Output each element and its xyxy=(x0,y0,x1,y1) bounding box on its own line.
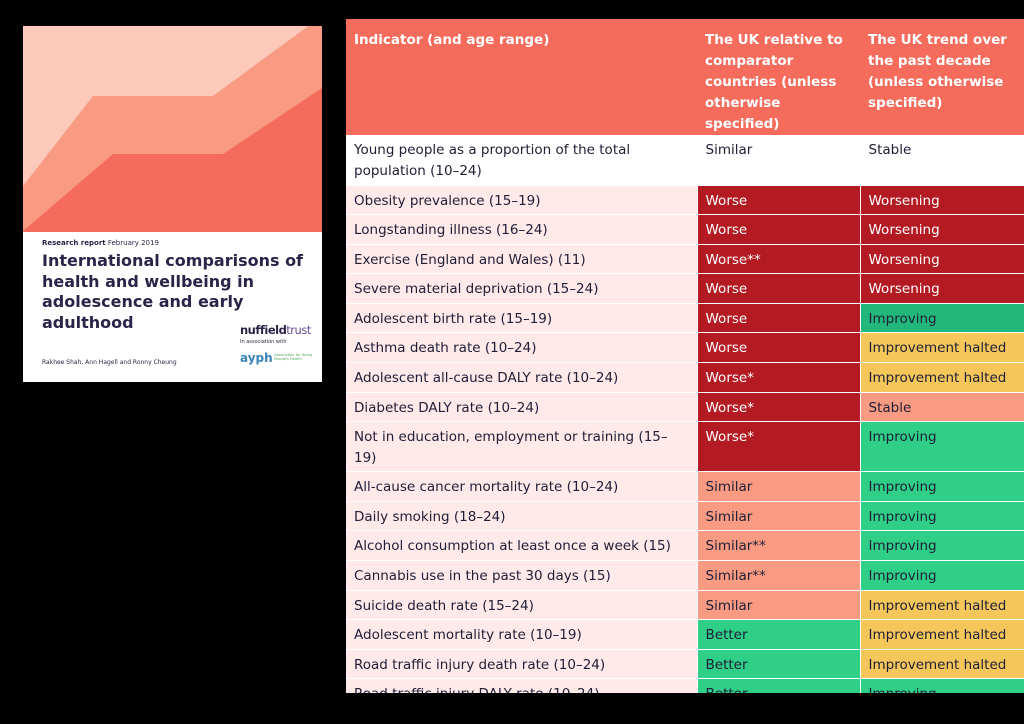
table-header-row: Indicator (and age range) The UK relativ… xyxy=(346,19,1024,135)
report-authors: Rakhee Shah, Ann Hagell and Ronny Cheung xyxy=(42,359,177,366)
indicator-cell: Adolescent mortality rate (10–19) xyxy=(346,619,697,650)
indicator-cell: Young people as a proportion of the tota… xyxy=(346,135,697,185)
relative-cell: Worse xyxy=(696,302,860,333)
header-indicator: Indicator (and age range) xyxy=(346,19,697,135)
table-row: Severe material deprivation (15–24) Worse… xyxy=(346,273,1024,304)
ayph-logo: ayph xyxy=(240,351,273,365)
indicator-table: Indicator (and age range) The UK relativ… xyxy=(346,19,1024,693)
trend-cell: Worsening xyxy=(859,243,1024,274)
relative-cell: Worse* xyxy=(696,391,860,422)
relative-cell: Similar** xyxy=(696,560,860,591)
table-row: Alcohol consumption at least once a week… xyxy=(346,530,1024,561)
logo-trust-part: trust xyxy=(286,323,311,337)
relative-cell: Similar xyxy=(696,135,860,185)
indicator-cell: Cannabis use in the past 30 days (15) xyxy=(346,560,697,591)
table-row: Daily smoking (18–24) Similar Improving xyxy=(346,500,1024,531)
trend-cell: Improvement halted xyxy=(859,648,1024,679)
relative-cell: Similar xyxy=(696,500,860,531)
trend-cell: Stable xyxy=(859,391,1024,422)
indicator-cell: Not in education, employment or training… xyxy=(346,421,697,472)
ayph-logo-tagline: Association for Young People's Health xyxy=(274,353,313,362)
table-row: Road traffic injury death rate (10–24) Be… xyxy=(346,648,1024,679)
indicator-cell: Adolescent all-cause DALY rate (10–24) xyxy=(346,362,697,393)
header-trend: The UK trend over the past decade (unles… xyxy=(860,19,1024,135)
relative-cell: Similar xyxy=(696,471,860,502)
indicator-cell: Asthma death rate (10–24) xyxy=(346,332,697,363)
trend-cell: Stable xyxy=(859,135,1024,185)
table-row: Longstanding illness (16–24) Worse Worseni… xyxy=(346,214,1024,245)
table-row: Cannabis use in the past 30 days (15) Sim… xyxy=(346,560,1024,591)
trend-cell: Worsening xyxy=(859,273,1024,304)
nuffield-trust-logo: nuffieldtrust xyxy=(240,323,311,337)
indicator-cell: Alcohol consumption at least once a week… xyxy=(346,530,697,561)
relative-cell: Better xyxy=(696,619,860,650)
trend-cell: Improving xyxy=(859,421,1024,472)
indicator-cell: Diabetes DALY rate (10–24) xyxy=(346,391,697,422)
relative-cell: Better xyxy=(696,678,860,693)
indicator-cell: Obesity prevalence (15–19) xyxy=(346,184,697,215)
association-note: In association with xyxy=(240,339,287,345)
table-row: Adolescent all-cause DALY rate (10–24) Wo… xyxy=(346,362,1024,393)
trend-cell: Improving xyxy=(859,471,1024,502)
table-row: Obesity prevalence (15–19) Worse Worsening xyxy=(346,184,1024,215)
relative-cell: Worse xyxy=(696,214,860,245)
indicator-cell: Daily smoking (18–24) xyxy=(346,500,697,531)
table-row: Asthma death rate (10–24) Worse Improvemen… xyxy=(346,332,1024,363)
relative-cell: Worse* xyxy=(696,362,860,393)
report-date: February 2019 xyxy=(107,239,159,247)
relative-cell: Worse* xyxy=(696,421,860,472)
logo-nuffield-part: nuffield xyxy=(240,323,287,337)
trend-cell: Worsening xyxy=(859,184,1024,215)
indicator-cell: All-cause cancer mortality rate (10–24) xyxy=(346,471,697,502)
report-type: Research report xyxy=(42,239,106,247)
cover-artwork xyxy=(23,26,322,232)
indicator-cell: Exercise (England and Wales) (11) xyxy=(346,243,697,274)
trend-cell: Improvement halted xyxy=(859,619,1024,650)
trend-cell: Improving xyxy=(859,302,1024,333)
indicator-cell: Severe material deprivation (15–24) xyxy=(346,273,697,304)
table-row: Diabetes DALY rate (10–24) Worse* Stable xyxy=(346,391,1024,422)
table-row: Not in education, employment or training… xyxy=(346,421,1024,472)
indicator-cell: Suicide death rate (15–24) xyxy=(346,589,697,620)
report-cover: Research report February 2019 Internatio… xyxy=(23,26,322,382)
table-row: Road traffic injury DALY rate (10–24)Bet… xyxy=(346,678,1024,693)
relative-cell: Similar xyxy=(696,589,860,620)
table-row: Suicide death rate (15–24) Similar Improve… xyxy=(346,589,1024,620)
trend-cell: Improving xyxy=(859,560,1024,591)
trend-cell: Improving xyxy=(859,500,1024,531)
table-row: Young people as a proportion of the tota… xyxy=(346,135,1024,185)
report-meta: Research report February 2019 xyxy=(42,239,159,247)
indicator-cell: Road traffic injury death rate (10–24) xyxy=(346,648,697,679)
relative-cell: Worse xyxy=(696,332,860,363)
trend-cell: Improvement halted xyxy=(859,362,1024,393)
relative-cell: Worse xyxy=(696,184,860,215)
relative-cell: Better xyxy=(696,648,860,679)
table-row: Exercise (England and Wales) (11) Worse**… xyxy=(346,243,1024,274)
indicator-cell: Adolescent birth rate (15–19) xyxy=(346,302,697,333)
relative-cell: Similar** xyxy=(696,530,860,561)
relative-cell: Worse xyxy=(696,273,860,304)
relative-cell: Worse** xyxy=(696,243,860,274)
trend-cell: Improving xyxy=(859,678,1024,693)
trend-cell: Improvement halted xyxy=(859,332,1024,363)
trend-cell: Worsening xyxy=(859,214,1024,245)
indicator-table-panel: Indicator (and age range) The UK relativ… xyxy=(346,19,1024,693)
indicator-cell: Longstanding illness (16–24) xyxy=(346,214,697,245)
indicator-cell: Road traffic injury DALY rate (10–24) xyxy=(346,678,697,693)
header-relative: The UK relative to comparator countries … xyxy=(697,19,860,135)
trend-cell: Improving xyxy=(859,530,1024,561)
trend-cell: Improvement halted xyxy=(859,589,1024,620)
table-row: All-cause cancer mortality rate (10–24) S… xyxy=(346,471,1024,502)
table-body: Young people as a proportion of the tota… xyxy=(346,135,1024,693)
table-row: Adolescent mortality rate (10–19) Better I… xyxy=(346,619,1024,650)
table-row: Adolescent birth rate (15–19) Worse Improv… xyxy=(346,302,1024,333)
report-title: International comparisons of health and … xyxy=(42,251,304,332)
